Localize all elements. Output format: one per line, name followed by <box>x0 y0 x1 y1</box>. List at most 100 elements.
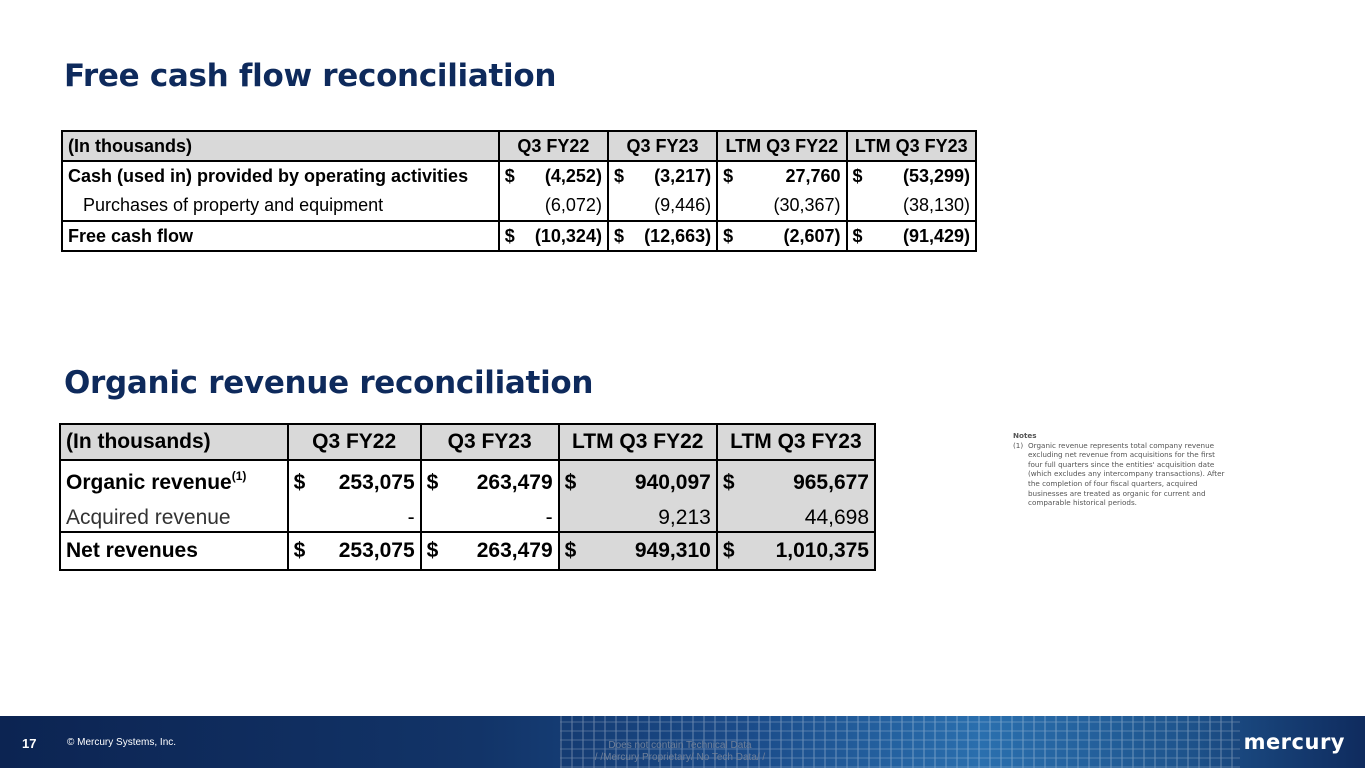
note-number: (1) <box>1013 440 1024 450</box>
table-row: Purchases of property and equipment (6,0… <box>61 191 978 221</box>
value-cell: 44,698 <box>715 504 877 532</box>
fcf-header-ltm-q3fy22: LTM Q3 FY22 <box>716 130 848 162</box>
footnote-marker: (1) <box>231 468 247 483</box>
classification-line-2: / /Mercury Proprietary/ No Tech Data/ / <box>594 752 766 763</box>
fcf-header-ltm-q3fy23: LTM Q3 FY23 <box>845 130 978 162</box>
value-cell: $253,075 <box>286 531 422 571</box>
organic-header-label: (In thousands) <box>59 423 289 461</box>
currency-symbol: $ <box>564 539 577 562</box>
organic-revenue-table: (In thousands) Q3 FY22 Q3 FY23 LTM Q3 FY… <box>59 423 877 571</box>
notes-panel: Notes (1) Organic revenue represents tot… <box>1013 431 1225 508</box>
value-amount: (53,299) <box>902 166 970 186</box>
value-cell: $1,010,375 <box>715 531 877 571</box>
fcf-section-title: Free cash flow reconciliation <box>64 58 557 94</box>
fcf-header-label: (In thousands) <box>61 130 500 162</box>
value-amount: (91,429) <box>902 225 970 246</box>
value-cell: 9,213 <box>557 504 718 532</box>
value-cell: $ (4,252) <box>497 161 609 191</box>
value-amount: 965,677 <box>793 470 869 494</box>
classification-marking: Does not contain Technical Data / /Mercu… <box>575 740 785 764</box>
value-cell: $263,479 <box>419 460 560 504</box>
organic-header-row: (In thousands) Q3 FY22 Q3 FY23 LTM Q3 FY… <box>59 423 877 461</box>
currency-symbol: $ <box>852 225 863 246</box>
value-cell: $949,310 <box>557 531 718 571</box>
table-row: Free cash flow $ (10,324) $ (12,663) $ (2,6… <box>61 220 978 252</box>
fcf-header-row: (In thousands) Q3 FY22 Q3 FY23 LTM Q3 FY… <box>61 130 978 162</box>
row-label: Free cash flow <box>61 220 500 252</box>
organic-section-title: Organic revenue reconciliation <box>64 365 594 401</box>
currency-symbol: $ <box>723 225 734 246</box>
organic-header-q3fy22: Q3 FY22 <box>286 423 422 461</box>
note-text: Organic revenue represents total company… <box>1028 440 1225 508</box>
value-cell: - <box>419 504 560 532</box>
currency-symbol: $ <box>504 166 515 186</box>
value-cell: $965,677 <box>715 460 877 504</box>
currency-symbol: $ <box>722 470 735 494</box>
value-cell: $ (91,429) <box>845 220 978 252</box>
row-label: Organic revenue(1) <box>59 460 289 504</box>
value-amount: (3,217) <box>654 166 712 186</box>
row-label: Acquired revenue <box>59 504 289 532</box>
value-cell: $263,479 <box>419 531 560 571</box>
value-cell: $ (12,663) <box>606 220 719 252</box>
mercury-logo: mercury <box>1243 730 1345 754</box>
classification-line-1: Does not contain Technical Data <box>608 740 752 751</box>
row-label: Purchases of property and equipment <box>61 191 500 221</box>
currency-symbol: $ <box>293 470 306 494</box>
value-amount: (4,252) <box>544 166 602 186</box>
footer-bar: 17 © Mercury Systems, Inc. Does not cont… <box>0 716 1365 768</box>
notes-title: Notes <box>1013 431 1037 440</box>
page-number: 17 <box>22 736 37 751</box>
table-row: Organic revenue(1) $253,075 $263,479 $94… <box>59 460 877 504</box>
value-amount: 940,097 <box>634 470 711 494</box>
value-amount: 27,760 <box>785 166 841 186</box>
organic-header-ltm-q3fy22: LTM Q3 FY22 <box>557 423 718 461</box>
value-amount: (10,324) <box>534 225 602 246</box>
currency-symbol: $ <box>426 539 439 562</box>
value-cell: $ (3,217) <box>606 161 719 191</box>
value-cell: (38,130) <box>845 191 978 221</box>
value-amount: 949,310 <box>634 539 711 562</box>
value-amount: (12,663) <box>644 225 712 246</box>
value-amount: 253,075 <box>338 539 415 562</box>
currency-symbol: $ <box>852 166 863 186</box>
value-cell: $940,097 <box>557 460 718 504</box>
value-cell: (6,072) <box>497 191 609 221</box>
organic-header-q3fy23: Q3 FY23 <box>419 423 560 461</box>
currency-symbol: $ <box>564 470 577 494</box>
fcf-header-q3fy22: Q3 FY22 <box>497 130 609 162</box>
value-amount: 1,010,375 <box>775 539 869 562</box>
value-cell: $27,760 <box>716 161 848 191</box>
value-cell: - <box>286 504 422 532</box>
row-label: Cash (used in) provided by operating act… <box>61 161 500 191</box>
value-cell: $ (53,299) <box>845 161 978 191</box>
footer-texture <box>560 716 1240 768</box>
value-amount: (2,607) <box>783 225 841 246</box>
currency-symbol: $ <box>504 225 515 246</box>
currency-symbol: $ <box>723 166 734 186</box>
table-row: Net revenues $253,075 $263,479 $949,310 … <box>59 531 877 571</box>
organic-header-ltm-q3fy23: LTM Q3 FY23 <box>715 423 877 461</box>
currency-symbol: $ <box>426 470 439 494</box>
row-label-text: Organic revenue <box>66 470 232 494</box>
currency-symbol: $ <box>722 539 735 562</box>
table-row: Cash (used in) provided by operating act… <box>61 161 978 191</box>
fcf-table: (In thousands) Q3 FY22 Q3 FY23 LTM Q3 FY… <box>61 130 978 252</box>
table-row: Acquired revenue - - 9,213 44,698 <box>59 504 877 532</box>
fcf-header-q3fy23: Q3 FY23 <box>606 130 719 162</box>
value-cell: $253,075 <box>286 460 422 504</box>
value-amount: 263,479 <box>476 470 553 494</box>
value-amount: 263,479 <box>476 539 553 562</box>
value-cell: (30,367) <box>716 191 848 221</box>
currency-symbol: $ <box>293 539 306 562</box>
copyright: © Mercury Systems, Inc. <box>67 737 177 748</box>
currency-symbol: $ <box>613 166 624 186</box>
value-cell: (9,446) <box>606 191 719 221</box>
row-label: Net revenues <box>59 531 289 571</box>
value-cell: $ (10,324) <box>497 220 609 252</box>
value-cell: $ (2,607) <box>716 220 848 252</box>
currency-symbol: $ <box>613 225 624 246</box>
note-item: (1) Organic revenue represents total com… <box>1013 441 1225 508</box>
value-amount: 253,075 <box>338 470 415 494</box>
